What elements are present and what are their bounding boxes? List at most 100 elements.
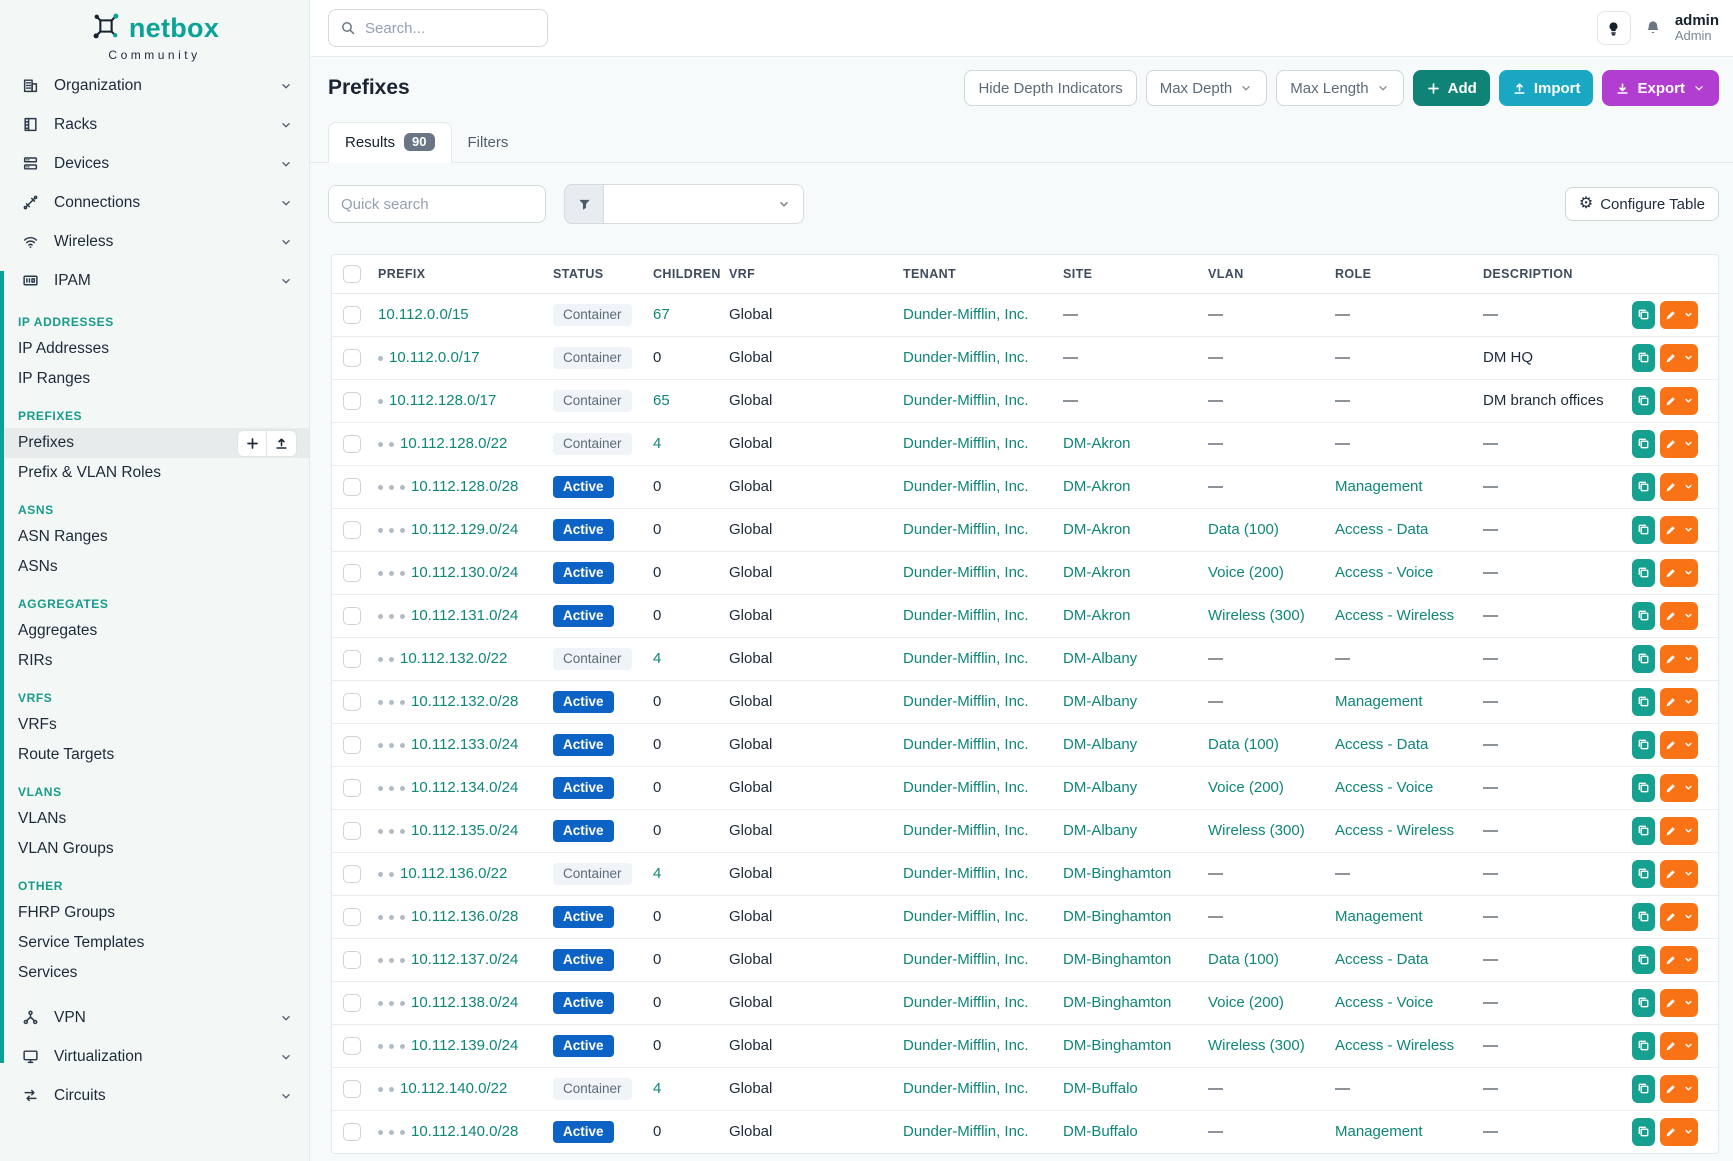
sidebar-item-ip-ranges[interactable]: IP Ranges [0, 364, 309, 394]
sidebar-item-fhrp-groups[interactable]: FHRP Groups [0, 898, 309, 928]
prefix-link[interactable]: 10.112.138.0/24 [411, 994, 518, 1011]
site-link[interactable]: DM-Albany [1063, 779, 1137, 796]
vlan-link[interactable]: Voice (200) [1208, 564, 1284, 581]
children-count[interactable]: 67 [653, 306, 670, 323]
tenant-link[interactable]: Dunder-Mifflin, Inc. [903, 779, 1029, 796]
children-count[interactable]: 65 [653, 392, 670, 409]
sidebar-item-route-targets[interactable]: Route Targets [0, 740, 309, 770]
row-checkbox[interactable] [343, 736, 361, 754]
edit-button[interactable] [1660, 430, 1698, 458]
clone-button[interactable] [1632, 602, 1655, 630]
add-button[interactable]: Add [1413, 70, 1490, 106]
sidebar-item-vlans[interactable]: VLANs [0, 804, 309, 834]
row-checkbox[interactable] [343, 435, 361, 453]
tenant-link[interactable]: Dunder-Mifflin, Inc. [903, 607, 1029, 624]
row-checkbox[interactable] [343, 564, 361, 582]
clone-button[interactable] [1632, 473, 1655, 501]
site-link[interactable]: DM-Akron [1063, 564, 1131, 581]
quick-add-button[interactable] [237, 430, 267, 457]
clone-button[interactable] [1632, 688, 1655, 716]
row-checkbox[interactable] [343, 478, 361, 496]
role-link[interactable]: Access - Wireless [1335, 822, 1454, 839]
prefix-link[interactable]: 10.112.134.0/24 [411, 779, 518, 796]
edit-button[interactable] [1660, 903, 1698, 931]
tenant-link[interactable]: Dunder-Mifflin, Inc. [903, 693, 1029, 710]
row-checkbox[interactable] [343, 1080, 361, 1098]
row-checkbox[interactable] [343, 521, 361, 539]
sidebar-item-asn-ranges[interactable]: ASN Ranges [0, 522, 309, 552]
prefix-link[interactable]: 10.112.136.0/28 [411, 908, 518, 925]
clone-button[interactable] [1632, 516, 1655, 544]
column-header-role[interactable]: ROLE [1335, 255, 1483, 293]
children-count[interactable]: 4 [653, 650, 661, 667]
edit-button[interactable] [1660, 731, 1698, 759]
site-link[interactable]: DM-Akron [1063, 521, 1131, 538]
saved-filter-select[interactable] [604, 184, 804, 224]
sidebar-item-ip-addresses[interactable]: IP Addresses [0, 334, 309, 364]
prefix-link[interactable]: 10.112.131.0/24 [411, 607, 518, 624]
sidebar-item-vlan-groups[interactable]: VLAN Groups [0, 834, 309, 864]
tenant-link[interactable]: Dunder-Mifflin, Inc. [903, 521, 1029, 538]
prefix-link[interactable]: 10.112.128.0/28 [411, 478, 518, 495]
clone-button[interactable] [1632, 817, 1655, 845]
clone-button[interactable] [1632, 301, 1655, 329]
tenant-link[interactable]: Dunder-Mifflin, Inc. [903, 1037, 1029, 1054]
vlan-link[interactable]: Voice (200) [1208, 994, 1284, 1011]
edit-button[interactable] [1660, 516, 1698, 544]
clone-button[interactable] [1632, 387, 1655, 415]
site-link[interactable]: DM-Buffalo [1063, 1080, 1138, 1097]
site-link[interactable]: DM-Akron [1063, 478, 1131, 495]
row-checkbox[interactable] [343, 607, 361, 625]
clone-button[interactable] [1632, 559, 1655, 587]
site-link[interactable]: DM-Albany [1063, 822, 1137, 839]
row-checkbox[interactable] [343, 865, 361, 883]
sidebar-item-vpn[interactable]: VPN [0, 998, 309, 1037]
site-link[interactable]: DM-Albany [1063, 736, 1137, 753]
prefix-link[interactable]: 10.112.135.0/24 [411, 822, 518, 839]
prefix-link[interactable]: 10.112.140.0/28 [411, 1123, 518, 1140]
quick-search-input[interactable] [341, 196, 533, 213]
edit-button[interactable] [1660, 946, 1698, 974]
sidebar-item-rirs[interactable]: RIRs [0, 646, 309, 676]
max-length-button[interactable]: Max Length [1276, 70, 1403, 106]
row-checkbox[interactable] [343, 1037, 361, 1055]
edit-button[interactable] [1660, 645, 1698, 673]
prefix-link[interactable]: 10.112.133.0/24 [411, 736, 518, 753]
row-checkbox[interactable] [343, 779, 361, 797]
clone-button[interactable] [1632, 946, 1655, 974]
prefix-link[interactable]: 10.112.0.0/15 [378, 306, 469, 323]
site-link[interactable]: DM-Akron [1063, 607, 1131, 624]
sidebar-item-service-templates[interactable]: Service Templates [0, 928, 309, 958]
edit-button[interactable] [1660, 473, 1698, 501]
clone-button[interactable] [1632, 731, 1655, 759]
prefix-link[interactable]: 10.112.132.0/28 [411, 693, 518, 710]
tab-filters[interactable]: Filters [452, 124, 525, 162]
role-link[interactable]: Management [1335, 478, 1423, 495]
edit-button[interactable] [1660, 344, 1698, 372]
edit-button[interactable] [1660, 301, 1698, 329]
sidebar-item-racks[interactable]: Racks [0, 105, 309, 144]
global-search-input[interactable] [365, 20, 515, 37]
sidebar-item-ipam[interactable]: IPAM [0, 261, 309, 300]
tenant-link[interactable]: Dunder-Mifflin, Inc. [903, 564, 1029, 581]
role-link[interactable]: Access - Voice [1335, 994, 1433, 1011]
sidebar-item-circuits[interactable]: Circuits [0, 1076, 309, 1115]
role-link[interactable]: Management [1335, 908, 1423, 925]
bell-icon[interactable] [1644, 19, 1662, 37]
site-link[interactable]: DM-Albany [1063, 650, 1137, 667]
tenant-link[interactable]: Dunder-Mifflin, Inc. [903, 478, 1029, 495]
row-checkbox[interactable] [343, 306, 361, 324]
row-checkbox[interactable] [343, 392, 361, 410]
site-link[interactable]: DM-Binghamton [1063, 908, 1171, 925]
prefix-link[interactable]: 10.112.130.0/24 [411, 564, 518, 581]
clone-button[interactable] [1632, 774, 1655, 802]
vlan-link[interactable]: Voice (200) [1208, 779, 1284, 796]
row-checkbox[interactable] [343, 1123, 361, 1141]
prefix-link[interactable]: 10.112.139.0/24 [411, 1037, 518, 1054]
tenant-link[interactable]: Dunder-Mifflin, Inc. [903, 736, 1029, 753]
tenant-link[interactable]: Dunder-Mifflin, Inc. [903, 865, 1029, 882]
prefix-link[interactable]: 10.112.137.0/24 [411, 951, 518, 968]
column-header-description[interactable]: DESCRIPTION [1483, 255, 1632, 293]
prefix-link[interactable]: 10.112.132.0/22 [400, 650, 507, 667]
filter-button[interactable] [564, 184, 604, 224]
